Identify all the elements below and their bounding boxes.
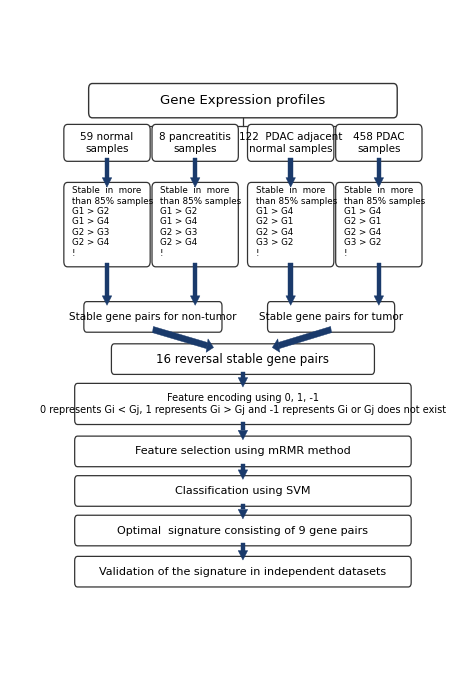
Polygon shape [238, 470, 248, 479]
Polygon shape [238, 551, 248, 560]
Text: 458 PDAC
samples: 458 PDAC samples [353, 132, 405, 153]
Text: 16 reversal stable gene pairs: 16 reversal stable gene pairs [156, 353, 329, 366]
Text: 8 pancreatitis
samples: 8 pancreatitis samples [159, 132, 231, 153]
Polygon shape [286, 296, 295, 306]
Text: Stable  in  more
than 85% samples
G1 > G4
G2 > G1
G2 > G4
G3 > G2
!: Stable in more than 85% samples G1 > G4 … [255, 186, 337, 258]
Polygon shape [377, 263, 381, 296]
Polygon shape [289, 263, 293, 296]
Polygon shape [374, 177, 383, 187]
Text: Stable gene pairs for tumor: Stable gene pairs for tumor [259, 312, 403, 322]
Polygon shape [238, 430, 248, 440]
FancyBboxPatch shape [75, 556, 411, 587]
FancyBboxPatch shape [152, 182, 238, 267]
Text: Classification using SVM: Classification using SVM [175, 486, 310, 496]
Polygon shape [105, 263, 109, 296]
Text: Stable gene pairs for non-tumor: Stable gene pairs for non-tumor [69, 312, 237, 322]
FancyBboxPatch shape [75, 436, 411, 466]
FancyBboxPatch shape [64, 182, 150, 267]
FancyBboxPatch shape [152, 125, 238, 162]
Polygon shape [238, 510, 248, 519]
Text: 59 normal
samples: 59 normal samples [81, 132, 134, 153]
FancyBboxPatch shape [336, 125, 422, 162]
Polygon shape [102, 177, 112, 187]
FancyBboxPatch shape [75, 384, 411, 425]
Text: Stable  in  more
than 85% samples
G1 > G4
G2 > G1
G2 > G4
G3 > G2
!: Stable in more than 85% samples G1 > G4 … [344, 186, 425, 258]
Polygon shape [241, 464, 245, 470]
Polygon shape [102, 296, 112, 306]
Polygon shape [193, 158, 197, 177]
FancyBboxPatch shape [267, 301, 395, 332]
Polygon shape [191, 296, 200, 306]
Polygon shape [241, 372, 245, 377]
Polygon shape [241, 543, 245, 551]
FancyBboxPatch shape [75, 515, 411, 546]
Text: Stable  in  more
than 85% samples
G1 > G2
G1 > G4
G2 > G3
G2 > G4
!: Stable in more than 85% samples G1 > G2 … [72, 186, 153, 258]
Polygon shape [289, 158, 293, 177]
Text: Validation of the signature in independent datasets: Validation of the signature in independe… [100, 566, 386, 577]
Text: Optimal  signature consisting of 9 gene pairs: Optimal signature consisting of 9 gene p… [118, 525, 368, 536]
Polygon shape [206, 339, 213, 352]
Text: Feature selection using mRMR method: Feature selection using mRMR method [135, 447, 351, 456]
FancyBboxPatch shape [64, 125, 150, 162]
Polygon shape [241, 422, 245, 430]
Polygon shape [238, 377, 248, 387]
FancyBboxPatch shape [247, 182, 334, 267]
FancyBboxPatch shape [89, 84, 397, 118]
Polygon shape [272, 339, 280, 352]
Text: 122  PDAC adjacent
normal samples: 122 PDAC adjacent normal samples [239, 132, 342, 153]
Polygon shape [241, 503, 245, 510]
Text: Stable  in  more
than 85% samples
G1 > G2
G1 > G4
G2 > G3
G2 > G4
!: Stable in more than 85% samples G1 > G2 … [160, 186, 241, 258]
Text: Feature encoding using 0, 1, -1
0 represents Gi < Gj, 1 represents Gi > Gj and -: Feature encoding using 0, 1, -1 0 repres… [40, 393, 446, 414]
Polygon shape [377, 158, 381, 177]
Polygon shape [193, 263, 197, 296]
FancyBboxPatch shape [111, 344, 374, 375]
FancyBboxPatch shape [247, 125, 334, 162]
Polygon shape [105, 158, 109, 177]
Text: Gene Expression profiles: Gene Expression profiles [160, 94, 326, 107]
FancyBboxPatch shape [75, 475, 411, 506]
Polygon shape [286, 177, 295, 187]
Polygon shape [153, 327, 208, 349]
FancyBboxPatch shape [84, 301, 222, 332]
Polygon shape [191, 177, 200, 187]
Polygon shape [374, 296, 383, 306]
Polygon shape [278, 327, 331, 349]
FancyBboxPatch shape [336, 182, 422, 267]
